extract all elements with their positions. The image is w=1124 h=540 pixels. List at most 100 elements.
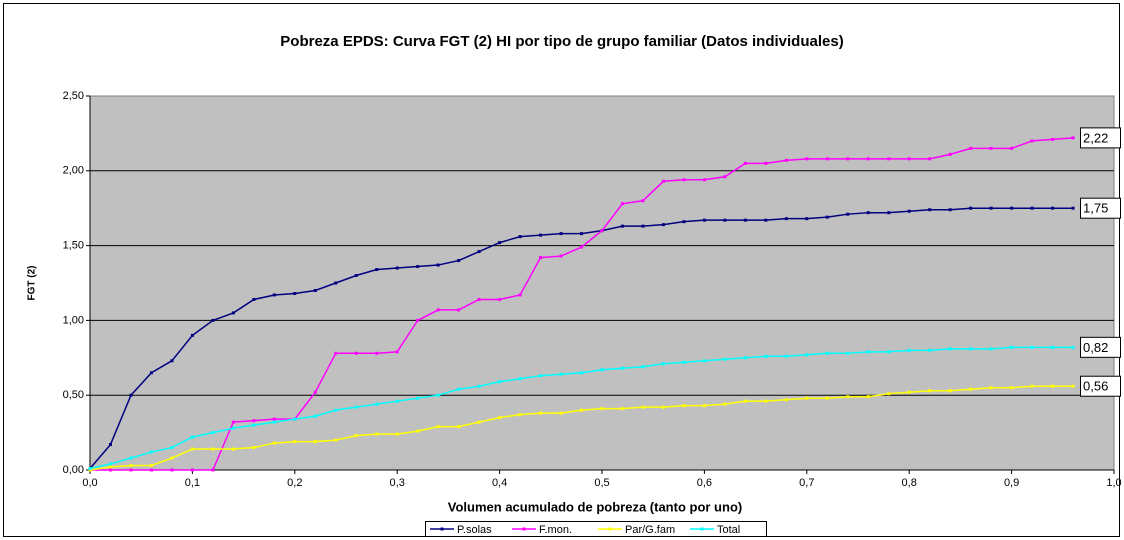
- point: [1010, 345, 1014, 349]
- data-label-box: [1080, 197, 1121, 219]
- point: [231, 420, 235, 424]
- data-label: 0,82: [1083, 340, 1108, 355]
- point: [764, 399, 768, 403]
- point: [108, 468, 112, 472]
- point: [661, 223, 665, 227]
- point: [313, 288, 317, 292]
- point: [108, 462, 112, 466]
- point: [170, 359, 174, 363]
- point: [805, 157, 809, 161]
- point: [334, 351, 338, 355]
- point: [231, 311, 235, 315]
- point: [1051, 206, 1055, 210]
- point: [272, 417, 276, 421]
- legend-marker: [440, 527, 444, 531]
- point: [436, 308, 440, 312]
- point: [866, 157, 870, 161]
- x-tick-label: 0,5: [594, 477, 609, 489]
- point: [887, 350, 891, 354]
- point: [334, 281, 338, 285]
- point: [784, 158, 788, 162]
- point: [805, 217, 809, 221]
- point: [539, 233, 543, 237]
- point: [620, 202, 624, 206]
- point: [825, 157, 829, 161]
- point: [457, 387, 461, 391]
- point: [784, 217, 788, 221]
- point: [436, 393, 440, 397]
- point: [846, 157, 850, 161]
- point: [498, 241, 502, 245]
- point: [743, 218, 747, 222]
- point: [723, 175, 727, 179]
- point: [764, 161, 768, 165]
- point: [989, 386, 993, 390]
- point: [723, 402, 727, 406]
- point: [702, 178, 706, 182]
- point: [211, 431, 215, 435]
- point: [1071, 384, 1075, 388]
- chart-title: Pobreza EPDS: Curva FGT (2) HI por tipo …: [280, 33, 843, 50]
- point: [293, 291, 297, 295]
- point: [190, 447, 194, 451]
- point: [682, 220, 686, 224]
- point: [252, 419, 256, 423]
- point: [518, 293, 522, 297]
- point: [231, 426, 235, 430]
- point: [457, 308, 461, 312]
- point: [641, 405, 645, 409]
- data-label: 1,75: [1083, 201, 1108, 216]
- point: [764, 218, 768, 222]
- point: [477, 420, 481, 424]
- point: [682, 404, 686, 408]
- point: [457, 425, 461, 429]
- point: [928, 208, 932, 212]
- point: [580, 408, 584, 412]
- y-tick-label: 0,00: [63, 464, 84, 476]
- point: [1010, 386, 1014, 390]
- point: [846, 212, 850, 216]
- point: [313, 440, 317, 444]
- point: [313, 390, 317, 394]
- point: [784, 398, 788, 402]
- x-tick-label: 0,0: [82, 477, 97, 489]
- point: [948, 347, 952, 351]
- point: [661, 405, 665, 409]
- point: [580, 371, 584, 375]
- point: [272, 293, 276, 297]
- point: [641, 199, 645, 203]
- point: [334, 408, 338, 412]
- point: [211, 318, 215, 322]
- point: [887, 157, 891, 161]
- point: [211, 468, 215, 472]
- point: [1071, 206, 1075, 210]
- point: [518, 413, 522, 417]
- x-tick-label: 0,8: [902, 477, 917, 489]
- point: [1051, 345, 1055, 349]
- point: [354, 351, 358, 355]
- legend-marker: [700, 527, 704, 531]
- point: [559, 372, 563, 376]
- point: [252, 297, 256, 301]
- point: [1030, 345, 1034, 349]
- point: [498, 297, 502, 301]
- point: [375, 402, 379, 406]
- legend-label: F.mon.: [539, 524, 572, 536]
- point: [375, 268, 379, 272]
- x-tick-label: 0,4: [492, 477, 507, 489]
- point: [825, 396, 829, 400]
- point: [866, 211, 870, 215]
- point: [539, 411, 543, 415]
- point: [969, 347, 973, 351]
- y-tick-label: 2,00: [63, 165, 84, 177]
- point: [457, 259, 461, 263]
- legend-marker: [608, 527, 612, 531]
- point: [641, 224, 645, 228]
- point: [948, 152, 952, 156]
- point: [129, 464, 133, 468]
- point: [416, 396, 420, 400]
- legend: [425, 521, 767, 537]
- point: [887, 392, 891, 396]
- point: [129, 393, 133, 397]
